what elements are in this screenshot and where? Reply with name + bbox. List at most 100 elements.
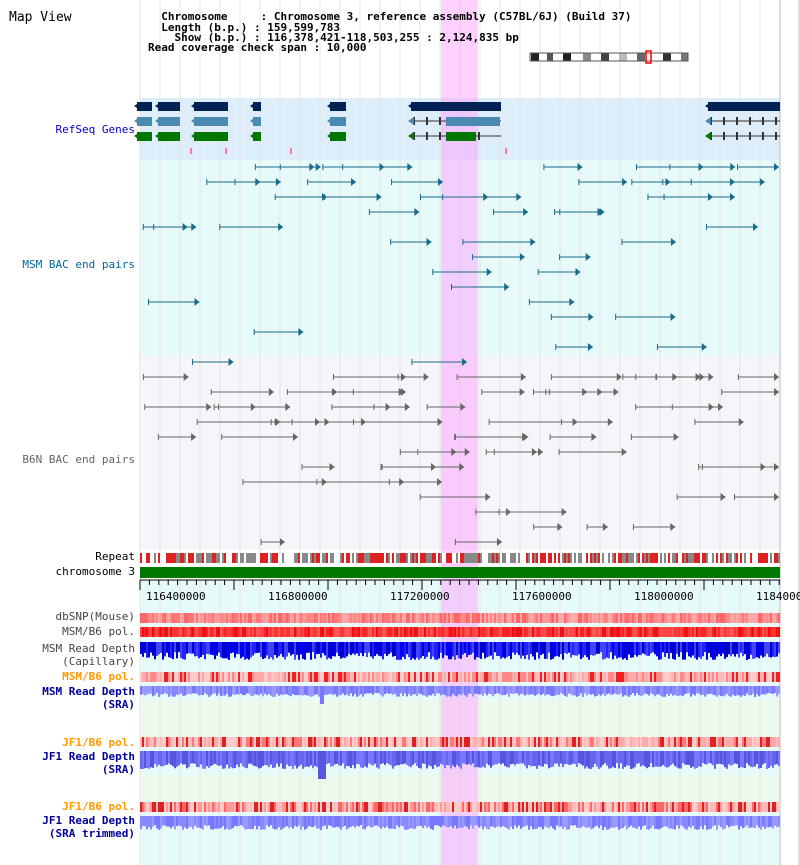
jf1-b6-pol-trim-strip: [528, 802, 530, 812]
jf1-b6-pol-strip: [414, 737, 416, 747]
jf1-depth-sra-bar: [284, 751, 286, 769]
jf1-b6-pol-strip: [210, 737, 212, 747]
jf1-depth-sra-bar: [642, 751, 644, 766]
jf1-b6-pol-trim-strip: [522, 802, 524, 812]
jf1-b6-pol-strip: [236, 737, 238, 747]
msm-depth-cap-bar: [422, 642, 424, 657]
jf1-depth-trim-bar: [488, 816, 490, 830]
gene-exon: [749, 117, 751, 125]
jf1-depth-sra-bar: [578, 751, 580, 764]
repeat-mark: [428, 553, 430, 563]
msm-depth-sra-bar: [410, 686, 412, 696]
msm-b6-pol-sra-strip: [432, 672, 434, 682]
dbsnp-strip: [676, 613, 678, 623]
msm-b6-pol-strip: [634, 627, 636, 637]
msm-depth-sra-bar: [238, 686, 240, 695]
msm-b6-pol-strip: [776, 627, 778, 637]
jf1-depth-trim-bar: [474, 816, 476, 826]
jf1-depth-sra-bar: [652, 751, 654, 768]
jf1-depth-trim-bar: [308, 816, 310, 826]
repeat-mark: [294, 553, 296, 563]
jf1-b6-pol-trim-strip: [452, 802, 454, 812]
jf1-b6-pol-trim-strip: [666, 802, 668, 812]
msm-depth-cap-bar: [216, 642, 218, 656]
repeat-mark: [228, 553, 230, 563]
msm-b6-pol-strip: [406, 627, 408, 637]
jf1-depth-sra-bar: [612, 751, 614, 767]
track-label-jf1-depth-trim: JF1 Read Depth: [42, 814, 135, 827]
jf1-depth-sra-bar: [448, 751, 450, 766]
jf1-depth-sra-bar: [726, 751, 728, 769]
msm-b6-pol-strip: [656, 627, 658, 637]
jf1-b6-pol-trim-strip: [322, 802, 324, 812]
track-label-msm-bac[interactable]: MSM BAC end pairs: [22, 258, 135, 271]
msm-bac-arrow: [622, 178, 628, 186]
repeat-mark: [662, 553, 664, 563]
msm-b6-pol-strip: [438, 627, 440, 637]
ideogram-band: [619, 53, 627, 61]
jf1-depth-trim-bar: [188, 816, 190, 828]
msm-b6-pol-sra-strip: [248, 672, 250, 682]
repeat-mark: [624, 553, 626, 563]
repeat-mark: [212, 553, 214, 563]
msm-depth-sra-bar: [546, 686, 548, 695]
jf1-b6-pol-strip: [500, 737, 502, 747]
jf1-b6-pol-trim-strip: [620, 802, 622, 812]
track-label-refseq-genes[interactable]: RefSeq Genes: [55, 123, 135, 136]
jf1-b6-pol-strip: [490, 737, 492, 747]
jf1-b6-pol-trim-strip: [486, 802, 488, 812]
dbsnp-strip: [634, 613, 636, 623]
jf1-b6-pol-strip: [706, 737, 708, 747]
dbsnp-strip: [260, 613, 262, 623]
jf1-b6-pol-strip: [430, 737, 432, 747]
dbsnp-strip: [414, 613, 416, 623]
msm-depth-sra-bar: [484, 686, 486, 694]
msm-depth-cap-bar: [762, 642, 764, 658]
msm-b6-pol-strip: [190, 627, 192, 637]
msm-depth-cap-bar: [636, 642, 638, 657]
b6n-bac-arrow: [437, 418, 443, 426]
jf1-depth-sra-bar: [522, 751, 524, 764]
jf1-b6-pol-trim-strip: [264, 802, 266, 812]
jf1-depth-sra-bar: [752, 751, 754, 768]
jf1-b6-pol-strip: [480, 737, 482, 747]
jf1-depth-trim-bar: [750, 816, 752, 828]
jf1-depth-trim-bar: [558, 816, 560, 827]
repeat-mark: [516, 553, 518, 563]
jf1-depth-sra-bar: [500, 751, 502, 765]
jf1-depth-trim-bar: [342, 816, 344, 827]
jf1-depth-sra-bar: [776, 751, 778, 765]
jf1-depth-sra-bar: [142, 751, 144, 769]
msm-b6-pol-strip: [456, 627, 458, 637]
repeat-mark: [736, 553, 738, 563]
jf1-depth-trim-bar: [720, 816, 722, 827]
dbsnp-strip: [254, 613, 256, 623]
msm-depth-sra-bar: [694, 686, 696, 696]
jf1-depth-sra-bar: [348, 751, 350, 767]
repeat-mark: [652, 553, 654, 563]
dbsnp-strip: [770, 613, 772, 623]
track-label-b6n-bac[interactable]: B6N BAC end pairs: [22, 453, 135, 466]
msm-depth-cap-bar: [162, 642, 164, 660]
jf1-b6-pol-trim-strip: [776, 802, 778, 812]
jf1-b6-pol-strip: [158, 737, 160, 747]
msm-depth-sra-bar: [438, 686, 440, 694]
jf1-b6-pol-strip: [354, 737, 356, 747]
msm-depth-sra-bar: [738, 686, 740, 696]
repeat-mark: [714, 553, 716, 563]
msm-b6-pol-strip: [422, 627, 424, 637]
jf1-depth-trim-bar: [480, 816, 482, 827]
msm-b6-pol-strip: [204, 627, 206, 637]
msm-depth-cap-bar: [712, 642, 714, 660]
msm-bac-arrow: [351, 178, 357, 186]
dbsnp-strip: [724, 613, 726, 623]
msm-depth-cap-bar: [758, 642, 760, 659]
msm-b6-pol-strip: [740, 627, 742, 637]
msm-depth-cap-bar: [710, 642, 712, 658]
dbsnp-strip: [376, 613, 378, 623]
repeat-mark: [178, 553, 180, 563]
dbsnp-strip: [292, 613, 294, 623]
jf1-depth-sra-bar: [278, 751, 280, 767]
jf1-depth-sra-bar: [144, 751, 146, 769]
